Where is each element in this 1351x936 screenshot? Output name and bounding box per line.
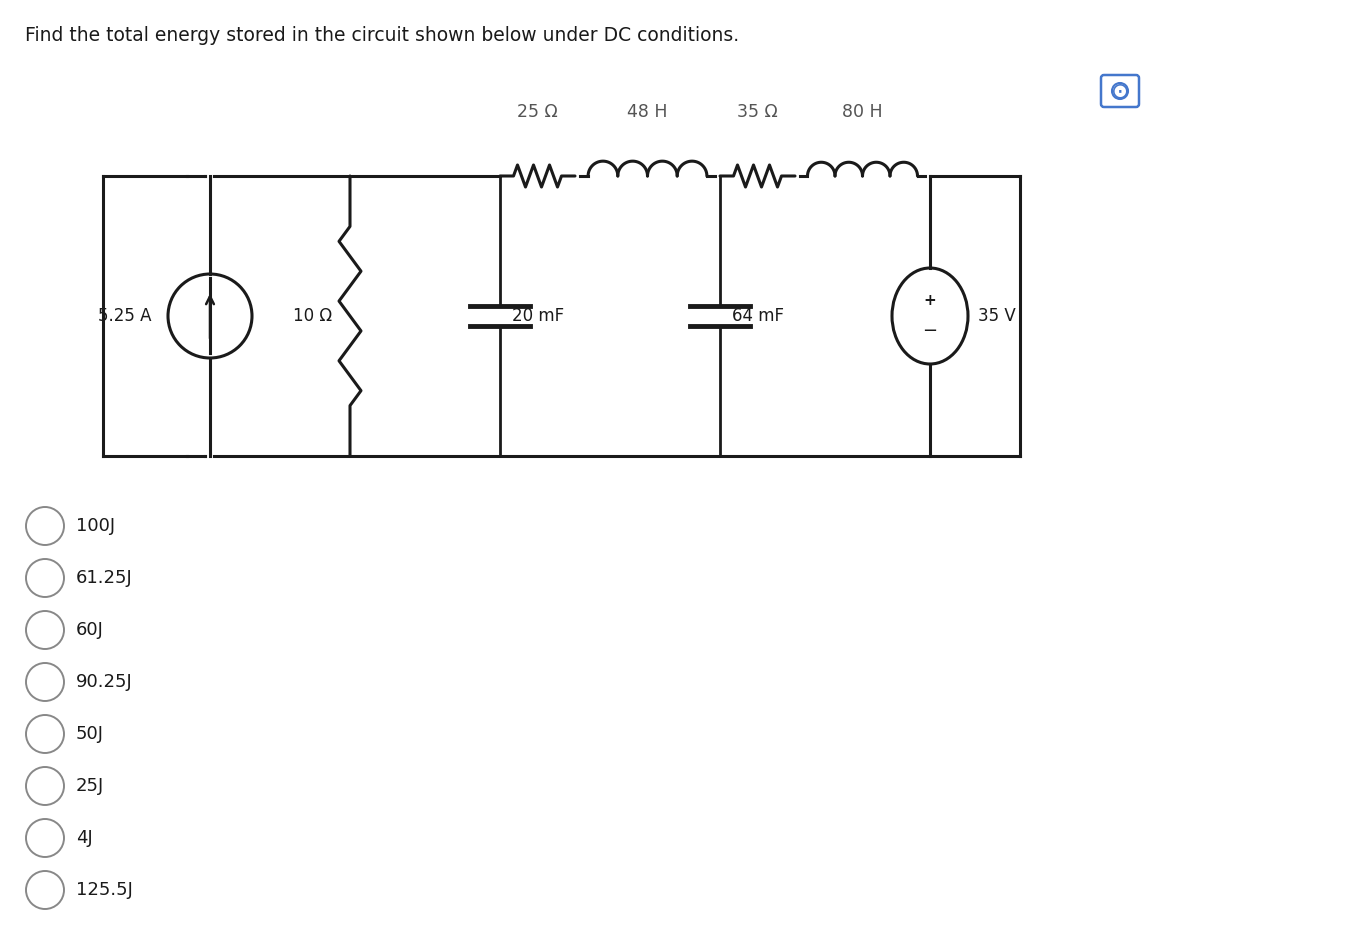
Text: 125.5J: 125.5J — [76, 881, 132, 899]
Text: 90.25J: 90.25J — [76, 673, 132, 691]
Text: Find the total energy stored in the circuit shown below under DC conditions.: Find the total energy stored in the circ… — [26, 26, 739, 45]
Text: 20 mF: 20 mF — [512, 307, 565, 325]
Text: 60J: 60J — [76, 621, 104, 639]
Text: ⊙: ⊙ — [1111, 81, 1129, 101]
Text: 61.25J: 61.25J — [76, 569, 132, 587]
Text: 35 Ω: 35 Ω — [738, 103, 778, 121]
Text: 48 H: 48 H — [627, 103, 667, 121]
Text: 35 V: 35 V — [978, 307, 1016, 325]
Text: 25J: 25J — [76, 777, 104, 795]
Text: +: + — [924, 294, 936, 309]
Text: 64 mF: 64 mF — [732, 307, 784, 325]
Text: 100J: 100J — [76, 517, 115, 535]
Text: 25 Ω: 25 Ω — [517, 103, 558, 121]
Text: 80 H: 80 H — [842, 103, 882, 121]
Text: 10 Ω: 10 Ω — [293, 307, 332, 325]
Text: 50J: 50J — [76, 725, 104, 743]
Text: −: − — [923, 322, 938, 340]
Text: 4J: 4J — [76, 829, 93, 847]
Text: 5.25 A: 5.25 A — [99, 307, 153, 325]
